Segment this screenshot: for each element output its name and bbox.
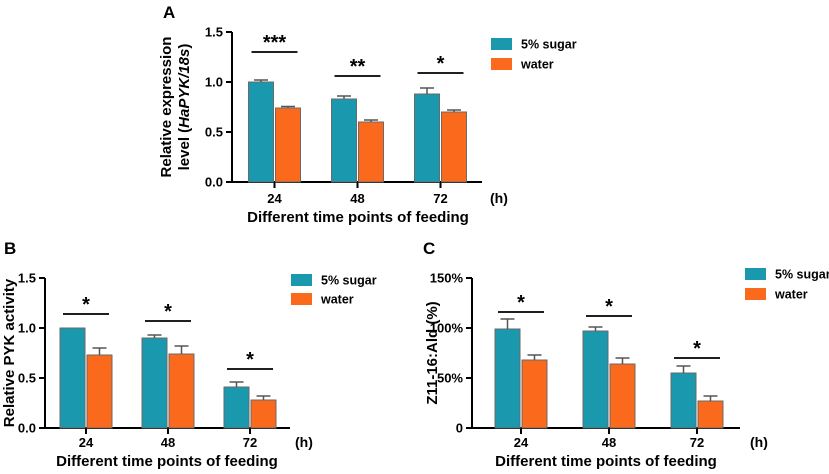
- legend-swatch-sugar: [745, 268, 766, 280]
- significance-marker: *: [82, 294, 90, 316]
- significance-marker: *: [605, 296, 613, 318]
- y-axis-title: Z11-16:Ald (%): [424, 301, 441, 404]
- y-axis-title-line-2: level (HaPYK/18s): [176, 44, 193, 171]
- legend: 5% sugar water: [291, 274, 377, 307]
- significance-marker: *: [164, 301, 172, 323]
- bar-water: [250, 399, 277, 429]
- legend-label: water: [520, 58, 554, 72]
- significance-marker: *: [517, 292, 525, 314]
- legend: 5% sugar water: [491, 38, 577, 72]
- legend-swatch-sugar: [291, 274, 312, 286]
- x-unit-label: (h): [295, 434, 313, 450]
- y-axis-title-suffix: ): [176, 44, 193, 49]
- panel-c: C 0 50% 100% 150% 24 * 48 * 72 * (h) Different time…: [423, 239, 829, 470]
- significance-marker: ***: [263, 32, 287, 54]
- panel-a-letter: A: [163, 3, 175, 22]
- bar-sugar: [248, 81, 274, 183]
- y-tick-label: 100%: [430, 321, 464, 336]
- legend-label: water: [774, 288, 808, 302]
- x-axis-title: Different time points of feeding: [495, 453, 717, 470]
- x-unit-label: (h): [750, 434, 768, 450]
- legend-label: 5% sugar: [775, 268, 829, 282]
- significance-marker: *: [693, 338, 701, 360]
- y-tick-label: 1.0: [205, 75, 223, 90]
- significance-marker: **: [350, 56, 366, 78]
- bar-water: [697, 400, 724, 429]
- x-tick-label: 48: [602, 435, 616, 450]
- bar-water: [275, 107, 301, 183]
- x-tick-label: 24: [267, 191, 282, 206]
- x-tick-label: 72: [243, 435, 257, 450]
- x-tick-label: 24: [79, 435, 94, 450]
- y-tick-label: 0: [456, 421, 463, 436]
- y-axis-title: Relative PYK activity: [1, 278, 18, 427]
- y-tick-label: 0.5: [18, 371, 36, 386]
- x-axis-title: Different time points of feeding: [247, 209, 469, 226]
- panel-b: B 0.0 0.5 1.0 1.5 24 * 48 * 72 * (h) Different time…: [1, 239, 377, 470]
- y-tick-label: 0.0: [18, 421, 36, 436]
- x-tick-label: 48: [161, 435, 175, 450]
- x-tick-label: 48: [350, 191, 364, 206]
- x-tick-label: 72: [433, 191, 447, 206]
- x-axis-title: Different time points of feeding: [56, 453, 278, 470]
- bar-sugar: [223, 386, 250, 429]
- significance-marker: *: [437, 53, 445, 75]
- bar-water: [609, 363, 636, 429]
- bar-sugar: [331, 98, 357, 183]
- y-axis-title-prefix: level (: [176, 128, 193, 171]
- legend-swatch-sugar: [491, 38, 512, 50]
- y-tick-label: 50%: [437, 371, 463, 386]
- bar-sugar: [141, 337, 168, 429]
- bar-water: [441, 111, 467, 183]
- bar-sugar: [670, 372, 697, 429]
- bar-water: [521, 359, 548, 429]
- y-axis-title-line-1: Relative expression: [158, 37, 175, 178]
- legend-label: 5% sugar: [521, 38, 577, 52]
- legend: 5% sugar water: [745, 268, 829, 302]
- y-tick-label: 0.5: [205, 125, 223, 140]
- legend-swatch-water: [745, 288, 766, 300]
- x-tick-label: 24: [514, 435, 529, 450]
- legend-swatch-water: [491, 58, 512, 70]
- x-unit-label: (h): [490, 190, 508, 206]
- y-axis-title-gene: HaPYK/18s: [176, 49, 193, 128]
- panel-a: A 0.0 0.5 1.0 1.5 24 *** 48 ** 72 * (h) Different t…: [158, 3, 577, 226]
- legend-label: 5% sugar: [321, 274, 377, 288]
- legend-label: water: [320, 293, 354, 307]
- y-tick-label: 1.5: [18, 271, 36, 286]
- bar-water: [86, 354, 113, 429]
- panel-c-letter: C: [423, 239, 435, 258]
- y-tick-label: 0.0: [205, 175, 223, 190]
- bar-sugar: [582, 330, 609, 429]
- significance-marker: *: [246, 349, 254, 371]
- bar-sugar: [59, 327, 86, 429]
- bar-sugar: [414, 93, 440, 183]
- panel-b-letter: B: [4, 239, 16, 258]
- y-tick-label: 1.0: [18, 321, 36, 336]
- legend-swatch-water: [291, 293, 312, 305]
- x-tick-label: 72: [690, 435, 704, 450]
- y-tick-label: 150%: [430, 271, 464, 286]
- bar-sugar: [494, 328, 521, 429]
- bar-water: [358, 121, 384, 183]
- bar-water: [168, 353, 195, 429]
- y-tick-label: 1.5: [205, 25, 223, 40]
